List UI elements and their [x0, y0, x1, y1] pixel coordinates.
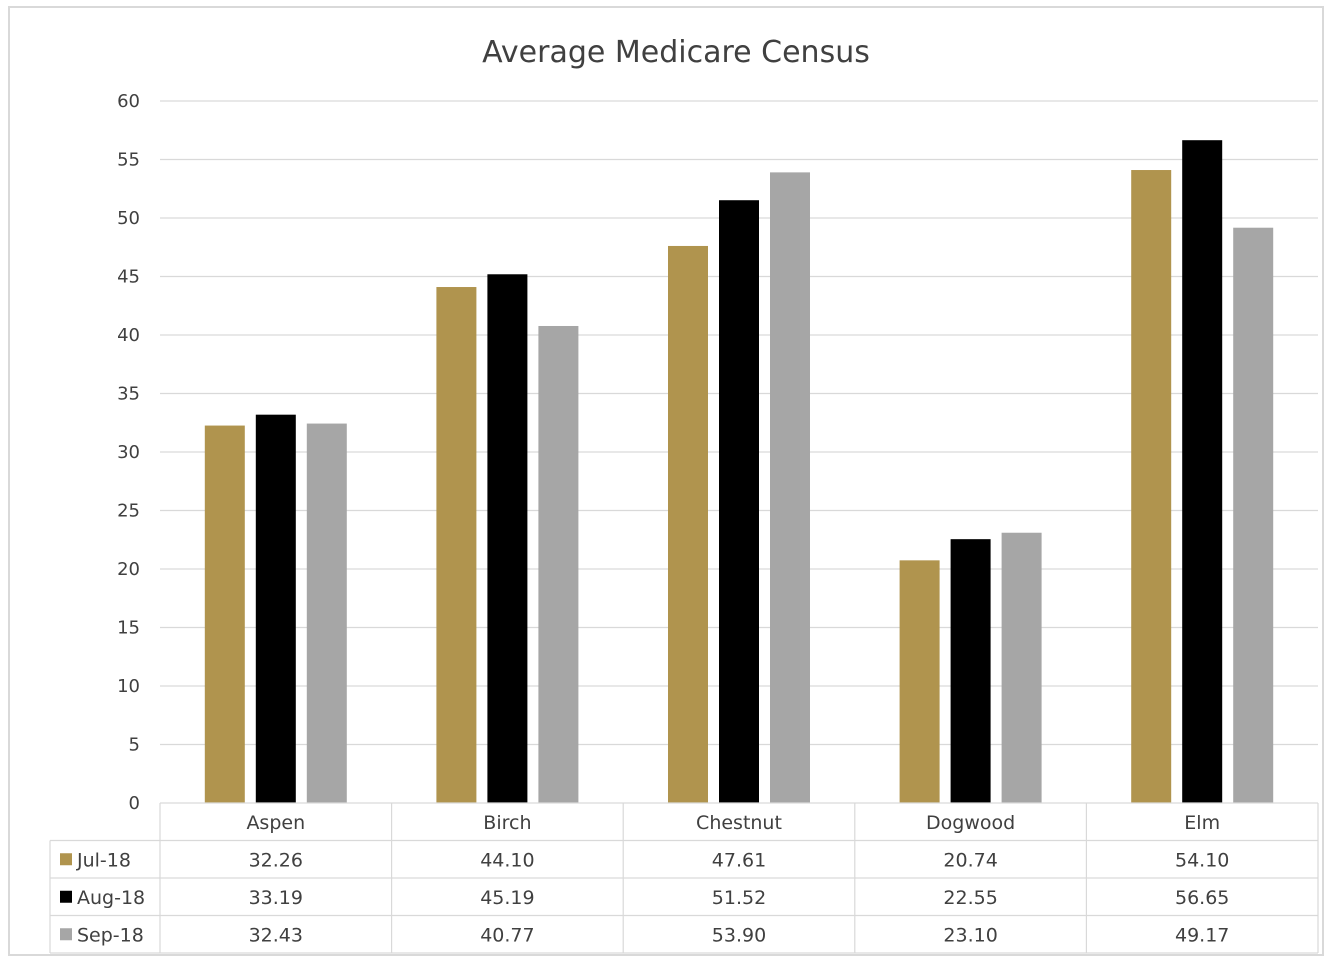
y-tick-label: 45: [117, 267, 140, 288]
series-name: Sep-18: [77, 924, 144, 946]
data-label: 32.43: [249, 924, 303, 946]
y-tick-label: 50: [117, 208, 140, 229]
category-label: Aspen: [246, 812, 305, 834]
y-axis-ticks: 0 5 10 15 20 25 30 35 40 45 50 55 60: [117, 91, 140, 814]
category-label: Chestnut: [696, 812, 782, 834]
data-label: 23.10: [943, 924, 997, 946]
y-tick-label: 35: [117, 384, 140, 405]
bar-sep-18-birch: [538, 325, 579, 803]
data-label: 51.52: [712, 887, 766, 909]
data-label: 54.10: [1175, 849, 1229, 871]
data-label: 32.26: [249, 849, 303, 871]
bar-jul-18-chestnut: [668, 245, 708, 803]
data-label: 45.19: [480, 887, 534, 909]
bar-sep-18-elm: [1233, 227, 1274, 803]
y-tick-label: 40: [117, 325, 140, 346]
y-tick-label: 30: [117, 442, 140, 463]
y-tick-label: 15: [117, 618, 140, 639]
bar-aug-18-aspen: [255, 414, 296, 803]
data-label: 47.61: [712, 849, 766, 871]
y-tick-label: 0: [129, 793, 140, 814]
bar-jul-18-aspen: [204, 425, 245, 803]
y-tick-label: 10: [117, 676, 140, 697]
series-name: Jul-18: [76, 849, 131, 871]
bar-aug-18-birch: [487, 274, 528, 804]
data-label: 56.65: [1175, 887, 1229, 909]
bar-sep-18-aspen: [306, 423, 347, 803]
bar-aug-18-chestnut: [719, 200, 759, 803]
y-tick-label: 5: [129, 735, 140, 756]
legend-key-jul-18: [60, 853, 72, 866]
bar-sep-18-dogwood: [1001, 532, 1042, 803]
data-label: 40.77: [480, 924, 534, 946]
y-tick-label: 60: [117, 91, 140, 112]
data-label: 33.19: [249, 887, 303, 909]
series-name: Aug-18: [77, 887, 145, 909]
bar-aug-18-dogwood: [950, 539, 991, 803]
category-label: Dogwood: [926, 812, 1015, 834]
bar-jul-18-dogwood: [899, 560, 940, 803]
y-tick-label: 25: [117, 501, 140, 522]
data-label: 22.55: [943, 887, 997, 909]
data-label: 44.10: [480, 849, 534, 871]
chart-title: Average Medicare Census: [482, 35, 870, 70]
legend-key-sep-18: [60, 928, 72, 941]
bar-aug-18-elm: [1182, 140, 1223, 803]
bar-jul-18-birch: [436, 287, 477, 803]
data-table: Aspen Birch Chestnut Dogwood Elm Jul-18 32.26 4…: [49, 802, 1319, 954]
legend-key-aug-18: [60, 890, 72, 903]
category-label: Elm: [1184, 812, 1220, 834]
category-label: Birch: [483, 812, 531, 834]
bar-jul-18-elm: [1131, 170, 1172, 803]
bars: [204, 140, 1274, 804]
bar-sep-18-chestnut: [770, 172, 810, 803]
data-label: 53.90: [712, 924, 766, 946]
data-label: 49.17: [1175, 924, 1229, 946]
data-label: 20.74: [943, 849, 997, 871]
y-tick-label: 20: [117, 559, 140, 580]
y-tick-label: 55: [117, 150, 140, 171]
